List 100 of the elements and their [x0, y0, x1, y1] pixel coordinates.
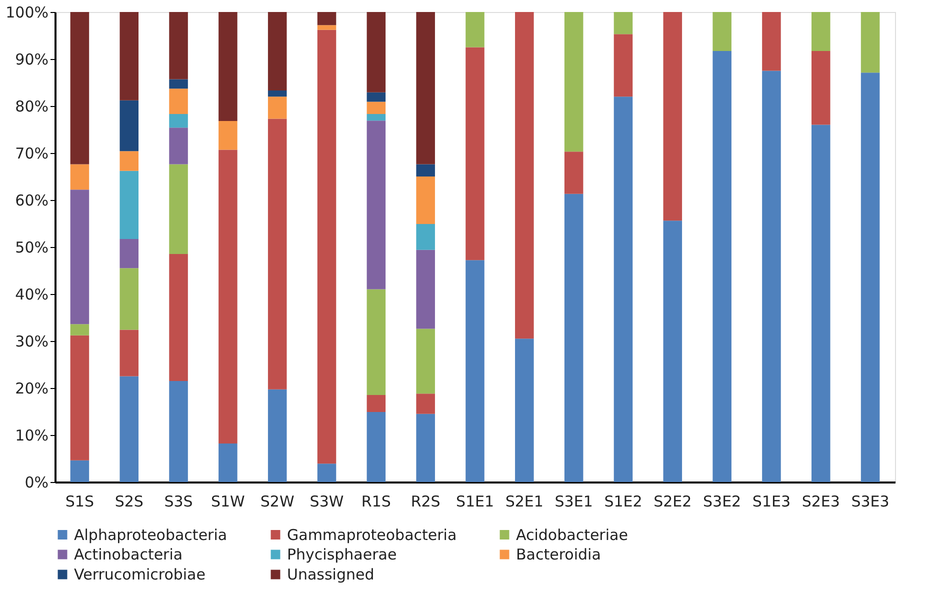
bar [614, 12, 633, 34]
bar [218, 150, 238, 444]
bar [811, 12, 830, 52]
y-tick-label: 10% [15, 426, 48, 444]
bar [762, 12, 781, 71]
bar [663, 12, 682, 221]
bar [268, 118, 287, 390]
bar [169, 128, 188, 164]
bar [268, 90, 287, 97]
bar [317, 30, 336, 464]
bar [416, 12, 435, 164]
bar [712, 12, 732, 52]
bar [169, 254, 188, 381]
bar [268, 389, 287, 482]
bar [366, 92, 386, 102]
bar [218, 12, 238, 122]
y-tick-label: 90% [15, 50, 48, 68]
x-tick-label: S3S [164, 492, 193, 510]
bar [416, 414, 435, 482]
bar [70, 164, 90, 190]
bar [466, 260, 484, 482]
x-tick-label: S2E2 [654, 492, 692, 510]
bar [614, 34, 633, 97]
x-tick-label: S1W [210, 492, 246, 510]
y-tick-label: 0% [24, 474, 48, 492]
bar [663, 220, 682, 482]
x-tick-label: S2E3 [802, 492, 840, 510]
legend-label: Bacteroidia [516, 546, 601, 564]
x-tick-label: S2S [114, 492, 144, 510]
bar [466, 12, 484, 48]
bar [120, 376, 139, 482]
bar [860, 12, 880, 73]
bar [120, 239, 139, 268]
bar [120, 100, 139, 152]
x-tick-label: S1E1 [456, 492, 494, 510]
bar [169, 380, 188, 482]
legend-label: Acidobacteriae [516, 526, 628, 544]
bar [268, 96, 287, 119]
bar [416, 328, 435, 394]
legend-label: Alphaproteobacteria [74, 526, 228, 544]
bar [169, 88, 188, 114]
legend-label: Actinobacteria [74, 546, 183, 564]
bar [218, 443, 238, 482]
bar [614, 96, 633, 482]
bar [120, 151, 139, 171]
y-tick-label: 30% [15, 332, 48, 350]
y-tick-label: 80% [15, 98, 48, 116]
bar [860, 72, 880, 482]
y-tick-label: 40% [15, 286, 48, 304]
bar [366, 289, 386, 396]
bar [811, 51, 830, 125]
bar [169, 79, 188, 89]
bar [416, 394, 435, 414]
bar [712, 51, 732, 482]
bar [366, 395, 386, 412]
bar [416, 250, 435, 329]
bar [70, 324, 90, 336]
bar [366, 102, 386, 114]
bar [515, 338, 534, 482]
bar [564, 194, 584, 482]
bar [762, 70, 781, 482]
y-tick-label: 50% [15, 238, 48, 256]
bar [317, 12, 336, 26]
bar [811, 124, 830, 482]
x-tick-label: S3W [310, 492, 344, 510]
x-tick-label: S1S [65, 492, 94, 510]
x-tick-label: S3E1 [554, 492, 593, 510]
legend-label: Verrucomicrobiae [74, 566, 206, 584]
legend-label: Phycisphaerae [287, 546, 397, 564]
y-tick-label: 100% [6, 4, 48, 22]
bar [366, 412, 386, 482]
bar [169, 114, 188, 128]
x-tick-label: R2S [410, 492, 440, 510]
x-tick-label: R1S [361, 492, 391, 510]
bar [416, 164, 435, 176]
bar [120, 12, 139, 100]
legend-label: Gammaproteobacteria [287, 526, 457, 544]
bar [70, 460, 90, 482]
bar [466, 47, 484, 260]
bar [120, 170, 139, 240]
bar [268, 12, 287, 90]
legend-label: Unassigned [287, 566, 374, 584]
bar [366, 114, 386, 121]
x-tick-label: S2E1 [505, 492, 544, 510]
x-tick-label: S3E2 [703, 492, 742, 510]
bar [70, 190, 90, 324]
bar [317, 464, 336, 482]
bar [70, 335, 90, 460]
bar [317, 25, 336, 30]
bar [564, 152, 584, 194]
bar [169, 12, 188, 80]
bar [70, 12, 90, 164]
bar [564, 12, 584, 152]
bar [416, 176, 435, 224]
y-tick-label: 70% [15, 144, 48, 162]
bar [416, 224, 435, 250]
x-tick-label: S3E3 [851, 492, 890, 510]
y-tick-label: 60% [15, 192, 48, 210]
bar [169, 164, 188, 254]
bar [120, 330, 139, 376]
